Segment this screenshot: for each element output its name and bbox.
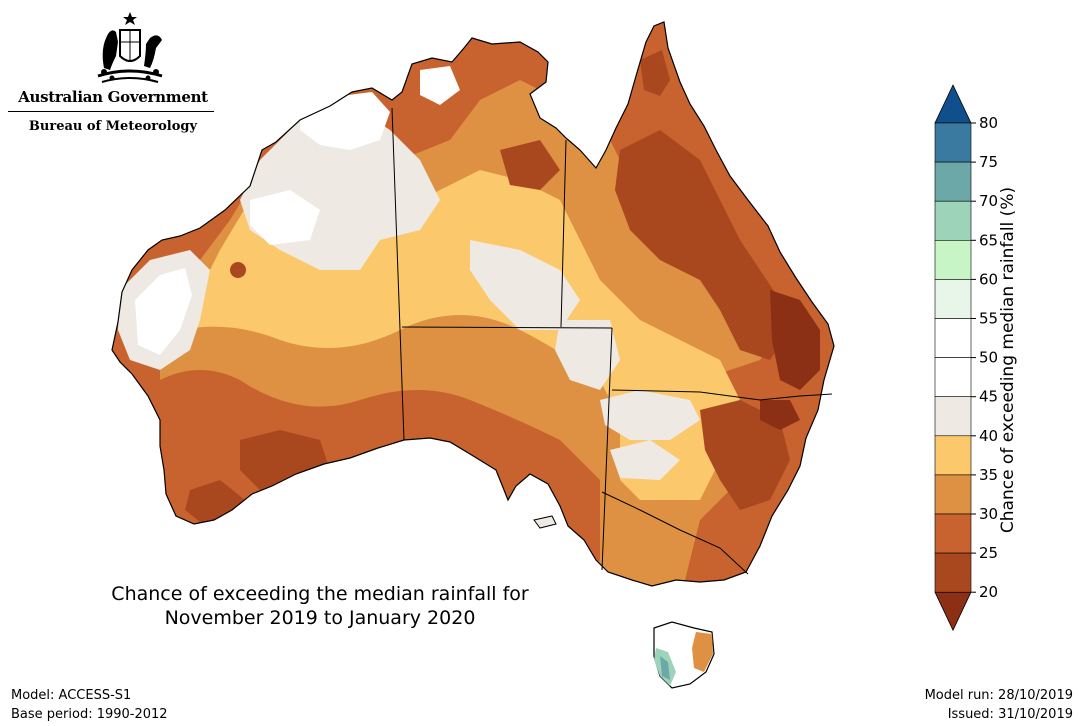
logo-divider bbox=[8, 111, 214, 112]
state-borders bbox=[391, 107, 833, 575]
footer-right: Model run: 28/10/2019 Issued: 31/10/2019 bbox=[925, 686, 1073, 724]
tasmania bbox=[653, 621, 715, 689]
colorbar-bin-60-65 bbox=[934, 240, 972, 280]
colorbar-bin-30-35 bbox=[934, 474, 972, 515]
colorbar-tick-label: 40 bbox=[979, 427, 998, 445]
colorbar-tick-label: 50 bbox=[979, 349, 998, 367]
colorbar-bin-55-60 bbox=[934, 279, 972, 319]
colorbar-bin-40-45 bbox=[934, 396, 972, 437]
model-name: Model: ACCESS-S1 bbox=[11, 688, 132, 703]
footer-left: Model: ACCESS-S1 Base period: 1990-2012 bbox=[11, 686, 168, 724]
colorbar-tick-label: 35 bbox=[979, 466, 998, 484]
colorbar-tick-label: 70 bbox=[979, 192, 998, 210]
colorbar-tick-label: 60 bbox=[979, 270, 998, 288]
map-title-line-2: November 2019 to January 2020 bbox=[164, 607, 476, 629]
colorbar-bin-45-50 bbox=[934, 357, 972, 398]
colorbar-bin-25-30 bbox=[934, 513, 972, 554]
government-name: Australian Government bbox=[18, 88, 208, 106]
colorbar-tick-label: 80 bbox=[979, 114, 998, 132]
colorbar-axis-label: Chance of exceeding median rainfall (%) bbox=[998, 186, 1018, 534]
base-period: Base period: 1990-2012 bbox=[11, 707, 168, 722]
issued-date: Issued: 31/10/2019 bbox=[947, 707, 1073, 722]
bom-logo bbox=[22, 8, 222, 138]
colorbar-bin-50-55 bbox=[934, 318, 972, 358]
map-title: Chance of exceeding the median rainfall … bbox=[70, 582, 570, 630]
colorbar-bin-65-70 bbox=[934, 200, 972, 241]
colorbar-tick-label: 55 bbox=[979, 310, 998, 328]
colorbar-bin-35-40 bbox=[934, 435, 972, 476]
colorbar-tick-label: 75 bbox=[979, 153, 998, 171]
colorbar-bin-70-75 bbox=[934, 161, 972, 202]
colorbar-tick-label: 30 bbox=[979, 505, 998, 523]
coat-of-arms-icon bbox=[97, 12, 163, 83]
colorbar-tick-label: 65 bbox=[979, 231, 998, 249]
colorbar-bin-75-80 bbox=[934, 122, 972, 163]
model-run-date: Model run: 28/10/2019 bbox=[924, 688, 1073, 703]
colorbar-tick-label: 20 bbox=[979, 583, 998, 601]
colorbar-extend-low bbox=[934, 591, 972, 632]
colorbar-tick-label: 25 bbox=[979, 544, 998, 562]
colorbar-tick-label: 45 bbox=[979, 388, 998, 406]
agency-name: Bureau of Meteorology bbox=[28, 119, 198, 134]
colorbar-bin-20-25 bbox=[934, 552, 972, 593]
map-title-line-1: Chance of exceeding the median rainfall … bbox=[111, 583, 529, 605]
colorbar-extend-high bbox=[934, 84, 972, 124]
colorbar-legend: 80 75 70 65 60 55 50 45 40 35 30 25 20 bbox=[934, 84, 998, 632]
